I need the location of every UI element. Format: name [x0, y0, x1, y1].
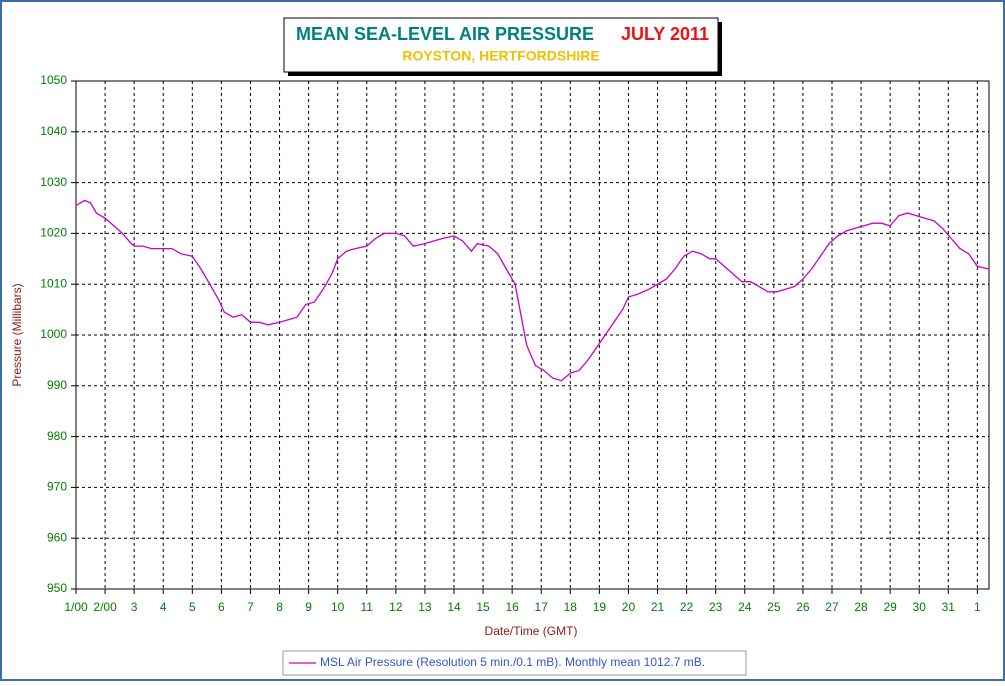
x-tick-label: 27 [825, 600, 839, 614]
x-tick-label: 29 [883, 600, 897, 614]
y-tick-label: 1010 [40, 276, 67, 290]
x-tick-label: 16 [505, 600, 519, 614]
series-line [75, 199, 990, 382]
y-tick-label: 960 [47, 530, 67, 544]
x-tick-label: 6 [218, 600, 225, 614]
x-tick-label: 19 [593, 600, 607, 614]
y-tick-label: 980 [47, 429, 67, 443]
x-tick-label: 1 [974, 600, 981, 614]
x-tick-label: 2/00 [93, 600, 117, 614]
x-tick-label: 8 [276, 600, 283, 614]
x-tick-label: 20 [622, 600, 636, 614]
x-axis-label: Date/Time (GMT) [485, 624, 578, 638]
plot-border [75, 80, 990, 590]
x-tick-label: 4 [160, 600, 167, 614]
chart-subtitle: ROYSTON, HERTFORDSHIRE [402, 48, 599, 64]
y-tick-label: 1020 [40, 226, 67, 240]
x-tick-label: 5 [189, 600, 196, 614]
y-tick-label: 1050 [40, 73, 67, 87]
y-tick-label: 950 [47, 581, 67, 595]
y-tick-label: 1000 [40, 327, 67, 341]
x-tick-label: 22 [680, 600, 694, 614]
y-tick-label: 1030 [40, 175, 67, 189]
x-tick-label: 31 [942, 600, 956, 614]
x-tick-label: 12 [389, 600, 403, 614]
y-tick-label: 1040 [40, 124, 67, 138]
x-tick-label: 9 [305, 600, 312, 614]
x-tick-label: 26 [796, 600, 810, 614]
y-tick-label: 970 [47, 480, 67, 494]
x-tick-label: 14 [447, 600, 461, 614]
x-tick-label: 21 [651, 600, 665, 614]
y-tick-label: 990 [47, 378, 67, 392]
x-tick-label: 25 [767, 600, 781, 614]
x-tick-label: 28 [854, 600, 868, 614]
x-tick-label: 15 [476, 600, 490, 614]
y-axis-label: Pressure (Millibars) [10, 283, 24, 386]
x-tick-label: 24 [738, 600, 752, 614]
x-tick-label: 30 [913, 600, 927, 614]
x-tick-label: 3 [131, 600, 138, 614]
chart-title-date: JULY 2011 [621, 24, 709, 44]
legend-label: MSL Air Pressure (Resolution 5 min./0.1 … [320, 655, 705, 669]
x-tick-label: 23 [709, 600, 723, 614]
x-tick-label: 10 [331, 600, 345, 614]
x-tick-label: 7 [247, 600, 254, 614]
chart-title: MEAN SEA-LEVEL AIR PRESSURE [296, 24, 594, 44]
x-tick-label: 18 [564, 600, 578, 614]
legend-box [282, 650, 747, 676]
x-tick-label: 17 [535, 600, 549, 614]
x-tick-label: 1/00 [64, 600, 88, 614]
x-tick-label: 13 [418, 600, 432, 614]
x-tick-label: 11 [361, 600, 374, 614]
title-box [283, 17, 719, 73]
